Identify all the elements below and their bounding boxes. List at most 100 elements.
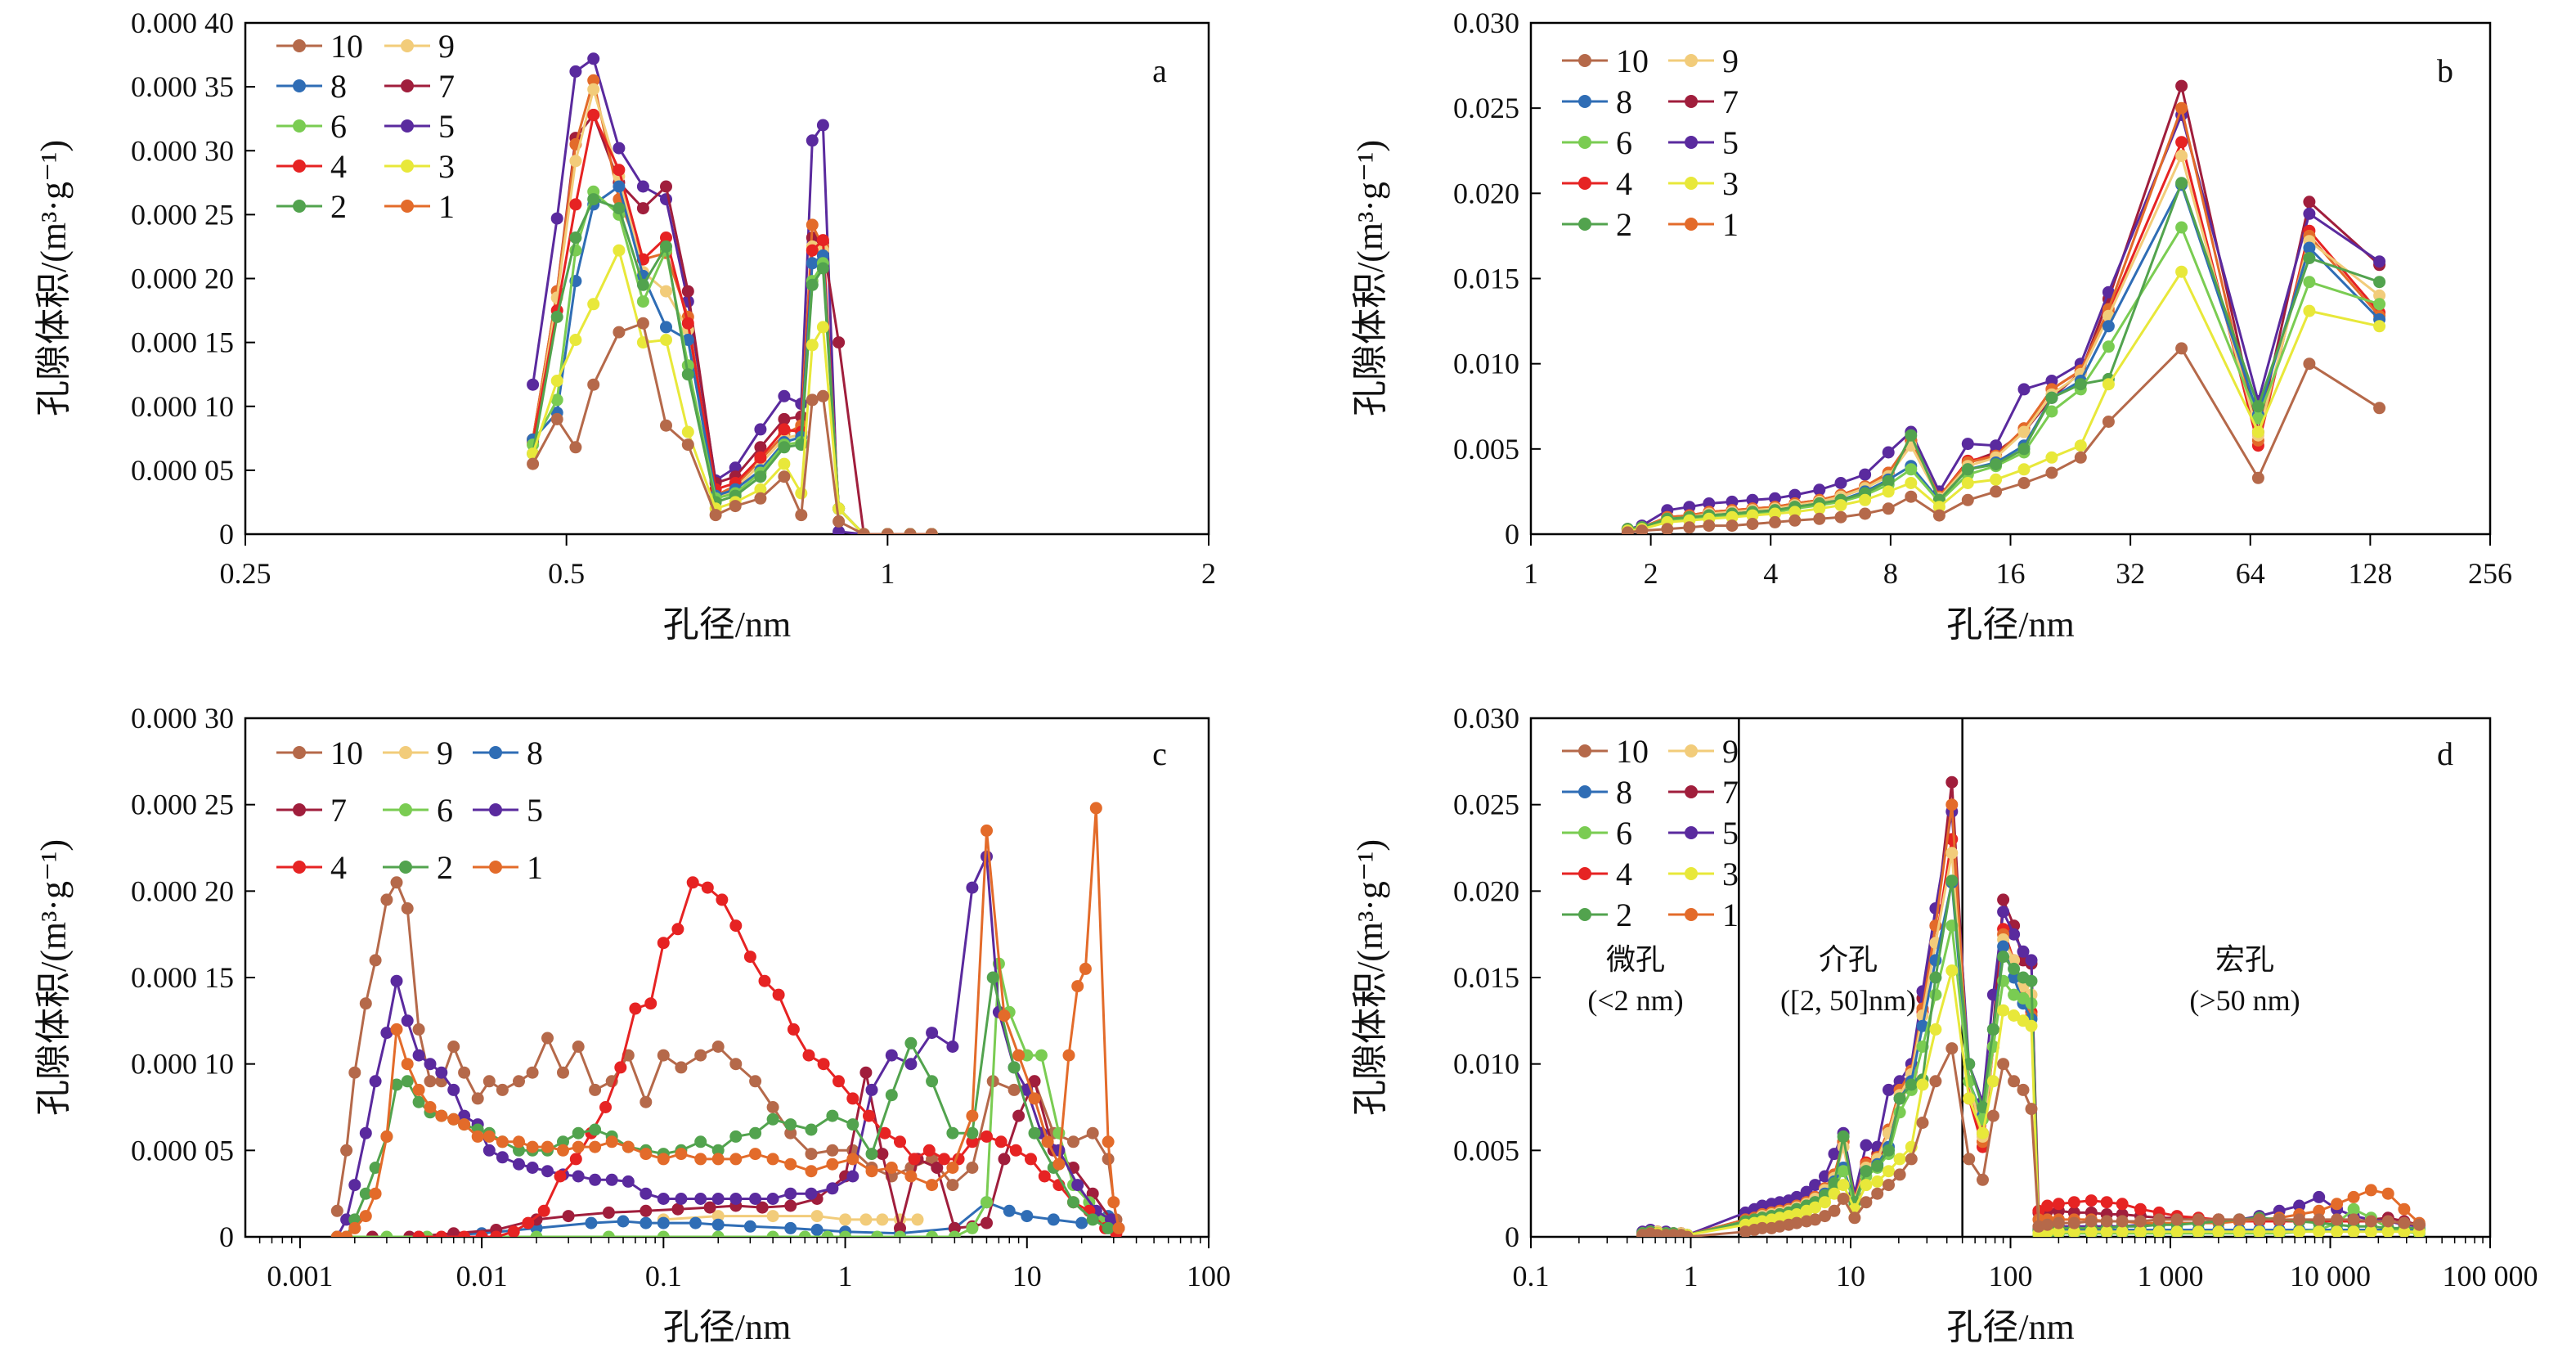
data-point-b-10-4 [1703,519,1716,533]
data-point-d-10-56 [2398,1216,2411,1229]
data-point-d-3-25 [1916,1078,1929,1091]
data-point-c-2-29 [729,1130,743,1143]
data-point-a-2-3 [587,193,600,206]
data-point-b-3-21 [2175,265,2188,278]
data-point-d-1-52 [2331,1198,2344,1211]
legend-item-d-1: 1 [1668,897,1739,933]
data-point-d-1-51 [2313,1204,2326,1217]
data-point-c-1-49 [1071,980,1084,993]
data-point-b-10-15 [1961,493,1974,506]
series-line-c-5 [335,852,1120,1237]
data-point-b-6-13 [1905,463,1918,476]
data-point-c-9-4 [839,1213,852,1226]
data-point-b-5-11 [1859,468,1872,481]
data-point-c-5-2 [348,1179,361,1192]
data-point-c-1-41 [966,1109,979,1122]
data-point-c-10-46 [1067,1135,1079,1148]
legend-label: 7 [1722,83,1739,120]
data-point-c-1-6 [390,1023,403,1036]
data-point-c-1-26 [675,1148,688,1161]
data-point-c-2-41 [966,1126,979,1140]
legend-swatch-marker [1685,744,1698,757]
legend-b: 10 9 8 7 6 5 4 3 2 1 [1562,43,1739,243]
data-point-b-5-5 [1726,495,1739,508]
data-point-a-2-4 [613,202,626,215]
legend-item-a-7: 7 [384,68,455,105]
data-point-b-5-16 [1990,439,2003,452]
data-point-a-5-5 [636,180,649,193]
data-point-d-10-33 [2017,1083,2030,1096]
data-point-c-5-10 [435,1066,448,1079]
data-point-d-5-22 [1883,1083,1895,1096]
data-point-b-7-23 [2303,196,2316,209]
data-point-a-10-11 [778,470,791,483]
data-point-c-1-20 [572,1140,585,1153]
series-d-10 [1636,1042,2426,1237]
data-point-c-7-7 [640,1204,653,1217]
data-point-c-5-9 [424,1058,437,1071]
data-point-b-5-17 [2017,383,2031,396]
legend-label: 2 [437,849,453,886]
data-point-d-10-57 [2412,1218,2426,1231]
data-point-c-1-18 [541,1140,554,1153]
legend-swatch-marker [399,861,412,874]
x-axis-title-d: 孔径/nm [1946,1307,2074,1347]
data-point-d-3-16 [1819,1196,1831,1209]
data-point-d-10-15 [1809,1213,1822,1226]
data-point-c-5-3 [359,1126,372,1140]
data-point-b-3-16 [1990,473,2003,486]
region-range-1: ([2, 50]nm) [1780,984,1916,1017]
data-point-c-2-30 [749,1126,762,1140]
data-point-d-9-27 [1945,847,1959,860]
data-point-c-10-27 [694,1049,707,1062]
data-point-c-4-39 [1009,1144,1022,1157]
data-point-a-5-2 [569,65,582,78]
data-point-c-6-4 [530,1230,543,1237]
data-point-c-8-3 [585,1216,598,1229]
data-point-a-5-0 [527,378,540,391]
data-point-c-2-21 [589,1123,602,1136]
data-point-c-1-23 [622,1140,635,1153]
data-point-b-10-14 [1932,509,1945,522]
y-tick-label-b-6: 0.030 [1453,7,1519,39]
legend-label: 1 [527,849,543,886]
data-point-c-10-4 [369,954,382,967]
data-point-c-10-47 [1086,1126,1099,1140]
data-point-a-7-15 [832,336,846,349]
data-point-d-10-24 [1905,1153,1918,1166]
data-point-d-10-54 [2364,1215,2377,1228]
data-point-a-4-14 [816,234,829,247]
data-point-d-3-41 [2116,1225,2129,1237]
data-point-c-2-16 [513,1144,525,1157]
y-tick-label-b-1: 0.005 [1453,433,1519,465]
region-name-2: 宏孔 [2215,943,2274,976]
data-point-c-7-8 [671,1202,684,1216]
data-point-b-5-10 [1834,477,1847,489]
data-point-c-4-5 [507,1225,520,1237]
data-point-c-6-13 [894,1230,906,1237]
data-point-c-1-28 [711,1153,725,1166]
x-tick-label-c-5: 100 [1187,1260,1231,1292]
data-point-c-1-21 [589,1140,602,1153]
data-point-c-5-33 [805,1187,818,1200]
x-tick-label-d-5: 10 000 [2290,1260,2371,1292]
data-point-c-5-26 [675,1193,688,1205]
data-point-c-7-20 [948,1221,961,1234]
data-point-c-4-38 [994,1135,1008,1148]
data-point-c-2-46 [1067,1196,1079,1209]
data-point-b-3-14 [1932,501,1945,514]
data-point-b-10-22 [2251,471,2264,484]
data-point-c-5-35 [846,1170,859,1183]
data-point-b-10-5 [1726,519,1739,533]
data-point-b-10-3 [1683,521,1696,534]
data-point-c-1-4 [369,1187,382,1200]
legend-swatch-marker [1685,136,1698,149]
legend-swatch-marker [1578,826,1591,839]
data-point-c-8-18 [1047,1213,1060,1226]
data-point-b-10-11 [1859,507,1872,520]
series-line-b-4 [1627,138,2381,531]
data-point-c-5-41 [966,881,979,894]
data-point-b-7-21 [2175,79,2188,92]
legend-item-b-9: 9 [1668,43,1739,79]
data-point-c-4-1 [435,1230,448,1237]
